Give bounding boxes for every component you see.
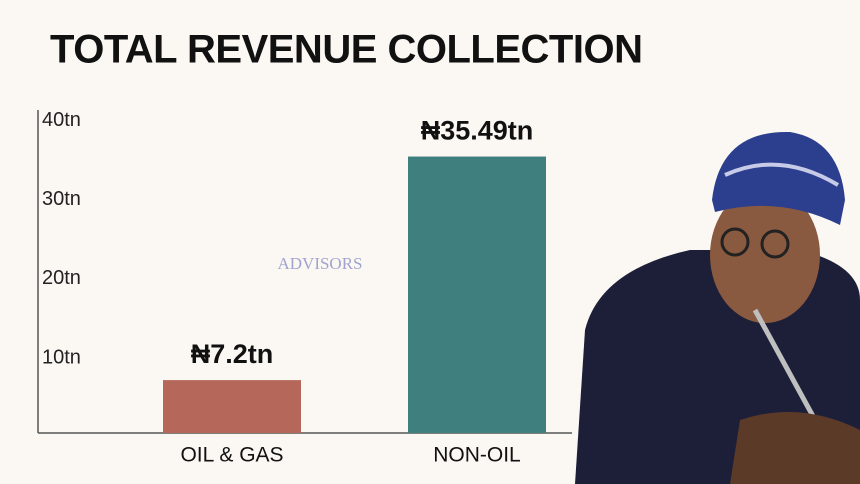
watermark: ADVISORS xyxy=(277,254,362,273)
x-tick-label: OIL & GAS xyxy=(180,444,283,467)
y-tick-label: 20tn xyxy=(42,267,81,289)
photo xyxy=(575,131,860,484)
bar xyxy=(163,380,301,433)
chart-title: TOTAL REVENUE COLLECTION xyxy=(50,28,642,72)
y-tick-label: 30tn xyxy=(42,188,81,210)
value-label: ₦7.2tn xyxy=(191,339,274,369)
x-tick-label: NON-OIL xyxy=(433,444,521,467)
y-tick-label: 10tn xyxy=(42,346,81,368)
bar xyxy=(408,156,546,434)
y-tick-label: 40tn xyxy=(42,109,81,131)
value-label: ₦35.49tn xyxy=(421,116,534,146)
